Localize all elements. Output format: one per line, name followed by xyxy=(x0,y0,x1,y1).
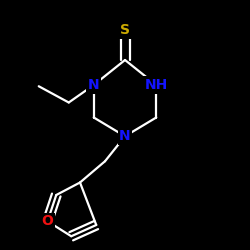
Text: NH: NH xyxy=(144,78,168,92)
Text: S: S xyxy=(120,23,130,37)
Text: O: O xyxy=(42,214,54,228)
Text: N: N xyxy=(119,129,131,143)
Text: N: N xyxy=(88,78,100,92)
